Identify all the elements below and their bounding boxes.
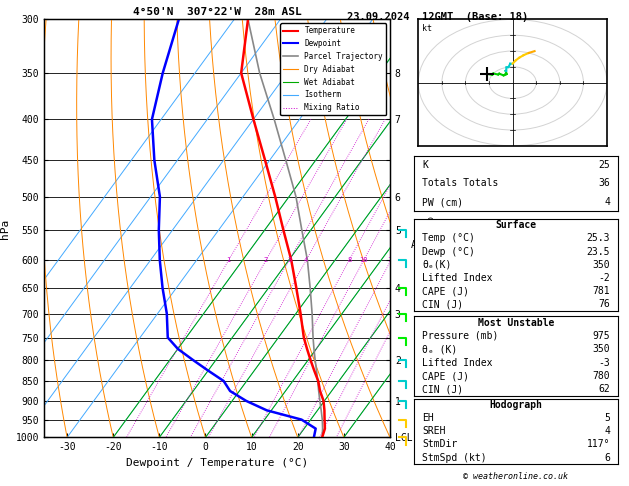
Text: 76: 76: [598, 299, 610, 310]
Text: 23.5: 23.5: [587, 247, 610, 257]
Text: θₑ(K): θₑ(K): [422, 260, 452, 270]
Text: 25: 25: [598, 160, 610, 170]
Y-axis label: km
ASL: km ASL: [411, 228, 428, 250]
Text: EH: EH: [422, 413, 434, 423]
Text: 36: 36: [598, 178, 610, 189]
Text: PW (cm): PW (cm): [422, 197, 463, 207]
Text: 3: 3: [287, 257, 291, 263]
Text: 4: 4: [604, 426, 610, 436]
Text: © weatheronline.co.uk: © weatheronline.co.uk: [464, 472, 568, 481]
Text: Most Unstable: Most Unstable: [478, 317, 554, 328]
Text: kt: kt: [422, 24, 432, 34]
X-axis label: Dewpoint / Temperature (°C): Dewpoint / Temperature (°C): [126, 458, 308, 468]
Text: 1: 1: [226, 257, 231, 263]
Legend: Temperature, Dewpoint, Parcel Trajectory, Dry Adiabat, Wet Adiabat, Isotherm, Mi: Temperature, Dewpoint, Parcel Trajectory…: [280, 23, 386, 115]
Text: 25.3: 25.3: [587, 233, 610, 243]
Text: 350: 350: [593, 344, 610, 354]
Text: Pressure (mb): Pressure (mb): [422, 331, 498, 341]
Text: 2: 2: [264, 257, 268, 263]
Text: K: K: [422, 160, 428, 170]
Text: Totals Totals: Totals Totals: [422, 178, 498, 189]
Text: -3: -3: [598, 358, 610, 368]
Text: StmSpd (kt): StmSpd (kt): [422, 452, 487, 463]
Text: SREH: SREH: [422, 426, 445, 436]
Text: CAPE (J): CAPE (J): [422, 286, 469, 296]
Text: Lifted Index: Lifted Index: [422, 273, 493, 283]
Text: Mixing Ratio (g/kg): Mixing Ratio (g/kg): [427, 181, 436, 276]
Text: 6: 6: [604, 452, 610, 463]
Text: 780: 780: [593, 371, 610, 381]
Text: 4: 4: [604, 197, 610, 207]
Text: 15: 15: [387, 257, 395, 263]
Text: θₑ (K): θₑ (K): [422, 344, 457, 354]
Text: CIN (J): CIN (J): [422, 384, 463, 395]
Text: 781: 781: [593, 286, 610, 296]
Text: CIN (J): CIN (J): [422, 299, 463, 310]
Text: -2: -2: [598, 273, 610, 283]
Text: Dewp (°C): Dewp (°C): [422, 247, 475, 257]
Text: 350: 350: [593, 260, 610, 270]
Text: 23.09.2024  12GMT  (Base: 18): 23.09.2024 12GMT (Base: 18): [347, 12, 528, 22]
Text: 975: 975: [593, 331, 610, 341]
Y-axis label: hPa: hPa: [0, 218, 10, 239]
Text: 5: 5: [604, 413, 610, 423]
Text: StmDir: StmDir: [422, 439, 457, 450]
Text: Hodograph: Hodograph: [489, 400, 543, 410]
Title: 4°50'N  307°22'W  28m ASL: 4°50'N 307°22'W 28m ASL: [133, 7, 301, 17]
Text: Temp (°C): Temp (°C): [422, 233, 475, 243]
Text: 117°: 117°: [587, 439, 610, 450]
Text: CAPE (J): CAPE (J): [422, 371, 469, 381]
Text: 10: 10: [360, 257, 368, 263]
Text: 62: 62: [598, 384, 610, 395]
Text: Surface: Surface: [496, 220, 537, 230]
Text: 8: 8: [347, 257, 352, 263]
Text: 4: 4: [304, 257, 308, 263]
Text: Lifted Index: Lifted Index: [422, 358, 493, 368]
